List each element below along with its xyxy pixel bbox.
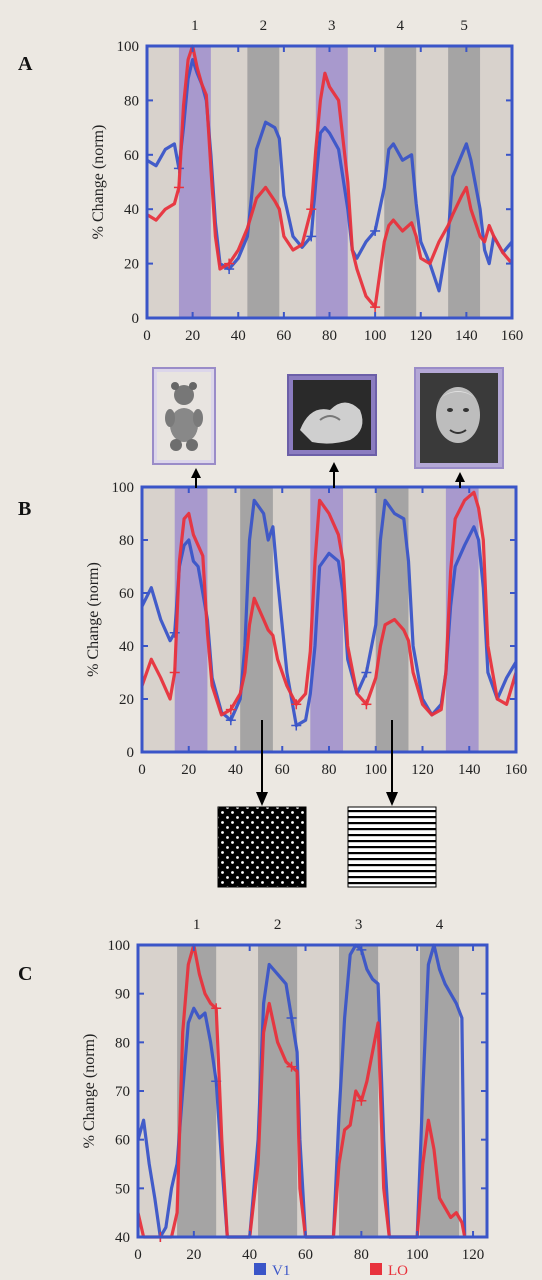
series-line-lo-a [146, 44, 514, 309]
series-line-lo-c [136, 943, 467, 1239]
panel-a-chart: 0 20 40 60 80 100 120 140 160 0 20 40 60 80 100 % Chang… [18, 18, 523, 344]
block-number-c-4: 4 [436, 917, 444, 933]
y-tick-label-b-60: 60 [119, 586, 134, 602]
x-tick-label-b-160: 160 [505, 762, 528, 778]
y-tick-label-c-40: 40 [115, 1230, 130, 1246]
stimulus-grating [347, 806, 437, 888]
x-tick-label-a-0: 0 [143, 328, 151, 344]
block-number-c-2: 2 [274, 917, 282, 933]
y-tick-label-c-70: 70 [115, 1084, 130, 1100]
x-tick-label-b-120: 120 [411, 762, 434, 778]
panel-b-chart: 0 20 40 60 80 100 120 140 160 0 20 40 60 80 100 % Chang… [18, 480, 527, 778]
x-tick-label-a-20: 20 [185, 328, 200, 344]
y-tick-label-c-90: 90 [115, 987, 130, 1003]
panel-label-b: B [18, 498, 31, 520]
x-tick-label-b-0: 0 [138, 762, 146, 778]
x-tick-label-b-80: 80 [322, 762, 337, 778]
x-tick-label-a-100: 100 [364, 328, 387, 344]
x-tick-label-a-80: 80 [322, 328, 337, 344]
x-tick-label-b-100: 100 [365, 762, 388, 778]
legend: V1 LO [254, 1263, 408, 1279]
legend-label-lo: LO [388, 1263, 408, 1279]
x-tick-label-b-40: 40 [228, 762, 243, 778]
x-tick-label-a-60: 60 [276, 328, 291, 344]
y-tick-label-b-80: 80 [119, 533, 134, 549]
block-number-a-1: 1 [191, 18, 199, 34]
x-tick-label-c-120: 120 [462, 1247, 485, 1263]
y-tick-label-c-80: 80 [115, 1035, 130, 1051]
y-tick-label-a-100: 100 [117, 39, 140, 55]
block-number-a-3: 3 [328, 18, 336, 34]
x-tick-label-c-100: 100 [406, 1247, 429, 1263]
x-tick-label-c-80: 80 [354, 1247, 369, 1263]
series-line-lo-b [140, 490, 518, 717]
x-tick-label-a-160: 160 [501, 328, 524, 344]
block-number-c-3: 3 [355, 917, 363, 933]
y-tick-label-a-20: 20 [124, 257, 139, 273]
stimulus-object-image [287, 374, 377, 456]
y-tick-label-a-60: 60 [124, 148, 139, 164]
stimulus-arrows [191, 462, 465, 806]
stimulus-teddy-bear-image [152, 367, 216, 465]
stimulus-block-a-1 [178, 46, 211, 318]
x-tick-label-a-140: 140 [455, 328, 478, 344]
legend-swatch-v1 [254, 1263, 266, 1275]
y-tick-label-c-100: 100 [108, 938, 131, 954]
stimulus-dot-texture [217, 806, 307, 888]
block-number-a-2: 2 [260, 18, 268, 34]
panel-c-chart: 0 20 40 60 80 100 120 40 50 60 70 80 90 100 % Change (… [18, 917, 489, 1263]
y-axis-label-c: % Change (norm) [81, 1034, 98, 1149]
stimulus-block-c-3 [339, 945, 379, 1237]
y-tick-label-b-20: 20 [119, 692, 134, 708]
y-tick-label-c-50: 50 [115, 1181, 130, 1197]
y-tick-label-b-0: 0 [127, 745, 135, 761]
y-axis-label-a: % Change (norm) [90, 125, 107, 240]
series-line-v1-c [136, 943, 467, 1239]
block-number-c-1: 1 [193, 917, 201, 933]
panel-label-a: A [18, 53, 33, 75]
y-tick-label-a-40: 40 [124, 202, 139, 218]
x-tick-label-c-0: 0 [134, 1247, 142, 1263]
x-tick-label-b-20: 20 [181, 762, 196, 778]
x-tick-label-a-40: 40 [231, 328, 246, 344]
x-tick-label-a-120: 120 [410, 328, 433, 344]
y-axis-label-b: % Change (norm) [85, 562, 102, 677]
y-tick-label-b-100: 100 [112, 480, 135, 496]
block-number-a-4: 4 [396, 18, 404, 34]
x-tick-label-b-60: 60 [275, 762, 290, 778]
legend-label-v1: V1 [272, 1263, 290, 1279]
stimulus-block-a-4 [384, 46, 417, 318]
block-number-a-5: 5 [460, 18, 468, 34]
x-tick-label-c-20: 20 [186, 1247, 201, 1263]
legend-swatch-lo [370, 1263, 382, 1275]
panel-label-c: C [18, 963, 32, 985]
x-tick-label-c-60: 60 [298, 1247, 313, 1263]
stimulus-face-image [414, 367, 504, 469]
x-tick-label-b-140: 140 [458, 762, 481, 778]
y-tick-label-c-60: 60 [115, 1133, 130, 1149]
y-tick-label-b-40: 40 [119, 639, 134, 655]
y-tick-label-a-80: 80 [124, 93, 139, 109]
y-tick-label-a-0: 0 [132, 311, 140, 327]
stimulus-block-c-2 [258, 945, 298, 1237]
x-tick-label-c-40: 40 [242, 1247, 257, 1263]
